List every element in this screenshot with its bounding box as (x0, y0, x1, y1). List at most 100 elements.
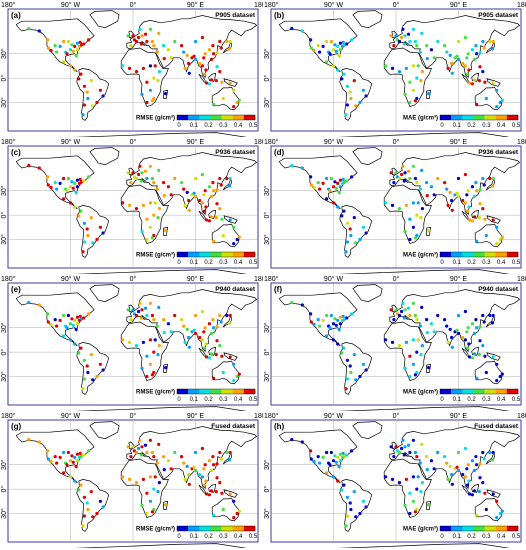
colorbar-tick: 0.5 (512, 397, 521, 403)
station-point (228, 355, 232, 359)
station-point (333, 180, 337, 184)
coastline-south-america (76, 479, 110, 532)
colorbar-segment (221, 252, 233, 257)
station-point (478, 339, 482, 343)
station-point (338, 178, 342, 182)
station-point (455, 328, 459, 332)
station-point (445, 461, 449, 465)
station-point (162, 181, 166, 185)
station-point (225, 450, 229, 455)
station-point (481, 450, 485, 455)
station-point (235, 100, 239, 105)
station-point (81, 524, 85, 528)
station-point (79, 483, 83, 487)
station-point (342, 483, 346, 487)
station-point (425, 331, 429, 335)
station-point (77, 351, 81, 355)
station-point (218, 70, 222, 74)
station-point (157, 305, 161, 309)
coastline-japan (222, 40, 232, 54)
station-point (408, 450, 412, 455)
colorbar-outline (439, 525, 519, 532)
station-point (475, 463, 479, 467)
station-point (450, 208, 454, 212)
station-point (71, 323, 75, 327)
colorbar-segment (210, 389, 222, 394)
station-point (150, 313, 154, 318)
station-point (202, 483, 207, 487)
station-point (358, 374, 362, 379)
station-point (466, 463, 470, 467)
station-point (95, 100, 99, 105)
station-point (62, 197, 66, 201)
coastline-south-america (339, 479, 373, 532)
station-point (465, 56, 469, 60)
dataset-label: P936 dataset (215, 149, 256, 156)
station-point (182, 187, 186, 191)
station-point (193, 331, 198, 335)
colorbar-segment (495, 389, 508, 394)
station-point (183, 340, 187, 344)
station-point (333, 454, 337, 458)
station-point (183, 203, 187, 207)
lat-label: 30° (0, 371, 8, 382)
colorbar-segment (440, 526, 452, 531)
station-point (309, 175, 313, 179)
station-point (478, 188, 482, 192)
station-point (87, 38, 91, 42)
station-point (187, 198, 191, 203)
colorbar-tick: 0.1 (453, 397, 462, 403)
station-point (139, 42, 143, 46)
station-point (193, 194, 198, 198)
station-point (397, 176, 402, 181)
coastline-south-america (339, 205, 373, 258)
station-point (218, 481, 222, 485)
coastline-greenland (89, 284, 120, 303)
station-point (126, 171, 130, 175)
station-point (413, 373, 417, 377)
station-point (478, 476, 482, 480)
station-point (187, 208, 191, 212)
colorbar-tick: 0.5 (249, 397, 258, 403)
station-point (145, 491, 149, 495)
lon-edge-label: 180° (264, 412, 279, 420)
colorbar-outline (176, 114, 256, 121)
station-point (46, 46, 50, 50)
lon-edge-label: 180° (254, 1, 263, 9)
station-point (73, 181, 77, 185)
lon-label: 90° W (324, 138, 344, 146)
colorbar-segment (495, 115, 508, 120)
station-point (155, 324, 159, 328)
station-point (193, 313, 198, 318)
station-point (131, 445, 135, 449)
station-point (53, 455, 57, 459)
station-point (342, 209, 346, 213)
station-point (328, 463, 332, 467)
station-point (344, 524, 348, 528)
station-point (482, 320, 486, 324)
lat-label: 0° (0, 486, 8, 493)
lat-label: 30° (0, 234, 8, 245)
station-point (358, 100, 362, 105)
station-point (81, 113, 85, 117)
station-point (475, 189, 479, 193)
station-point (150, 176, 154, 181)
station-point (415, 233, 419, 238)
station-point (349, 507, 353, 512)
station-point (472, 468, 477, 472)
lon-label: 0° (393, 275, 400, 283)
lon-label: 90° E (450, 412, 468, 420)
station-point (212, 52, 216, 56)
station-point (338, 41, 342, 45)
station-point (481, 313, 485, 318)
station-point (415, 213, 419, 217)
station-point (345, 453, 349, 457)
station-point (491, 176, 495, 181)
station-point (481, 70, 485, 74)
station-point (408, 491, 412, 495)
station-point (68, 322, 73, 326)
station-point (220, 80, 224, 84)
station-point (134, 450, 139, 455)
station-point (53, 44, 57, 48)
station-point (419, 79, 423, 83)
